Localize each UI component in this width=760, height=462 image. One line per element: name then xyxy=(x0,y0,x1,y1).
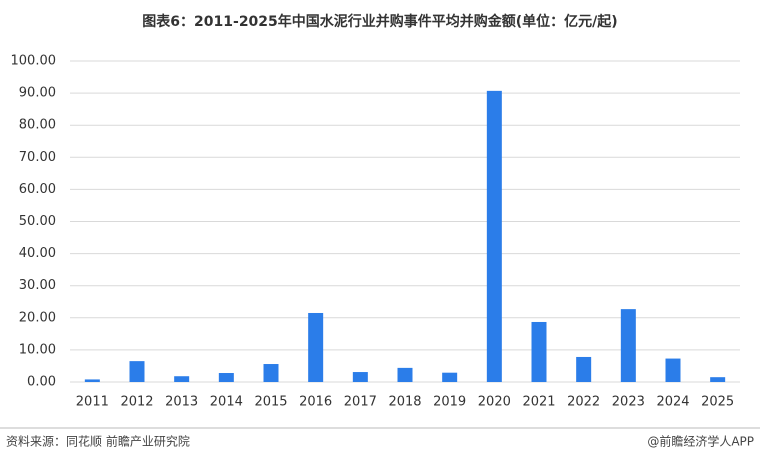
chart-title: 图表6：2011-2025年中国水泥行业并购事件平均并购金额(单位：亿元/起) xyxy=(142,13,617,30)
x-tick-label: 2022 xyxy=(567,395,600,410)
credit: @前瞻经济学人APP xyxy=(647,434,754,449)
bar xyxy=(576,356,592,382)
bar xyxy=(486,90,502,382)
bar xyxy=(442,372,458,382)
bar xyxy=(531,321,547,382)
x-tick-label: 2024 xyxy=(656,395,689,410)
x-tick-label: 2021 xyxy=(522,395,555,410)
x-tick-label: 2023 xyxy=(612,395,645,410)
y-tick-label: 0.00 xyxy=(27,375,56,390)
y-tick-label: 90.00 xyxy=(19,86,56,101)
y-tick-label: 50.00 xyxy=(19,214,56,229)
bar xyxy=(218,373,234,382)
y-tick-label: 10.00 xyxy=(19,342,56,357)
bar xyxy=(352,372,368,382)
x-tick-label: 2025 xyxy=(701,395,734,410)
x-tick-label: 2019 xyxy=(433,395,466,410)
y-tick-label: 60.00 xyxy=(19,182,56,197)
y-tick-label: 20.00 xyxy=(19,310,56,325)
x-tick-label: 2018 xyxy=(388,395,421,410)
y-tick-label: 80.00 xyxy=(19,118,56,133)
x-tick-label: 2011 xyxy=(76,395,109,410)
x-tick-label: 2015 xyxy=(254,395,287,410)
bar xyxy=(665,358,681,382)
x-tick-label: 2014 xyxy=(210,395,243,410)
bar xyxy=(710,377,726,382)
x-tick-label: 2020 xyxy=(478,395,511,410)
x-tick-label: 2013 xyxy=(165,395,198,410)
bar xyxy=(263,364,279,382)
y-tick-label: 40.00 xyxy=(19,246,56,261)
y-tick-label: 70.00 xyxy=(19,150,56,165)
x-tick-label: 2012 xyxy=(120,395,153,410)
bar xyxy=(129,361,145,382)
bar xyxy=(620,309,636,382)
y-tick-label: 30.00 xyxy=(19,278,56,293)
source: 资料来源：同花顺 前瞻产业研究院 xyxy=(6,434,190,449)
x-tick-label: 2016 xyxy=(299,395,332,410)
y-tick-label: 100.00 xyxy=(11,54,57,69)
bar xyxy=(174,376,190,382)
bar xyxy=(308,312,324,382)
bar xyxy=(84,379,100,382)
x-tick-label: 2017 xyxy=(344,395,377,410)
bar xyxy=(397,367,413,382)
